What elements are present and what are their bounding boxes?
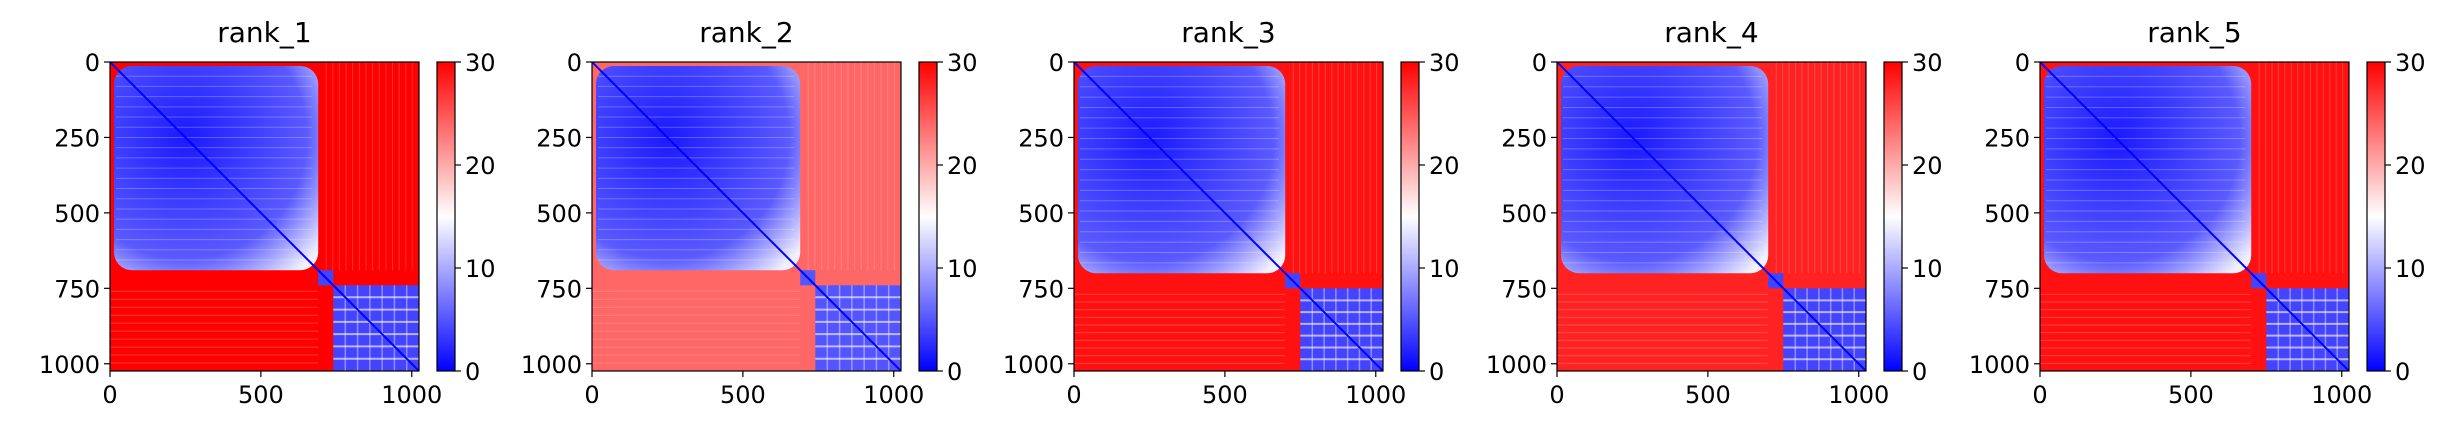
y-tick-label: 250 [1018,124,1064,152]
diagonal [592,62,901,371]
panel-title: rank_1 [217,16,311,49]
colorbar-tick-label: 20 [465,152,496,180]
colorbar-tick-label: 10 [465,255,496,283]
x-tick-label: 0 [102,381,117,409]
y-tick-label: 0 [85,49,100,77]
colorbar-tick-label: 30 [947,49,978,77]
x-tick-label: 0 [1549,381,1564,409]
x-tick-label: 1000 [2311,381,2372,409]
y-tick-label: 750 [536,275,582,303]
colorbar [918,61,938,372]
colorbar [1400,61,1420,372]
y-tick-label: 250 [54,124,100,152]
colorbar-tick-label: 10 [2395,255,2426,283]
diagonal [2040,62,2349,371]
y-tick-label: 250 [536,124,582,152]
y-tick-label: 0 [1532,49,1547,77]
colorbar-tick-label: 20 [1912,152,1943,180]
colorbar-tick-label: 10 [947,255,978,283]
colorbar-tick-label: 10 [1912,255,1943,283]
y-tick-label: 0 [567,49,582,77]
x-tick-label: 1000 [1828,381,1889,409]
y-tick-label: 750 [1984,275,2030,303]
x-tick-label: 0 [584,381,599,409]
x-tick-label: 0 [2032,381,2047,409]
colorbar-tick-label: 0 [1912,358,1927,386]
axes-frame [109,61,420,372]
heatmap-image [592,62,901,371]
colorbar-tick-label: 10 [1429,255,1460,283]
y-tick-label: 500 [536,200,582,228]
colorbar [436,61,456,372]
heatmap-image [1074,62,1383,371]
y-tick-label: 0 [2015,49,2030,77]
axes-frame [591,61,902,372]
colorbar-tick-label: 0 [1429,358,1444,386]
colorbar-tick-label: 30 [2395,49,2426,77]
colorbar-tick-label: 30 [1429,49,1460,77]
y-tick-label: 1000 [1003,351,1064,379]
colorbar-tick-label: 0 [465,358,480,386]
axes-frame [1073,61,1384,372]
y-tick-label: 500 [1501,200,1547,228]
diagonal [1074,62,1383,371]
y-tick-label: 1000 [1486,351,1547,379]
y-tick-label: 750 [1501,275,1547,303]
x-tick-label: 1000 [381,381,442,409]
panel-title: rank_2 [699,16,793,49]
x-tick-label: 500 [2168,381,2214,409]
x-tick-label: 500 [238,381,284,409]
axes-frame [1556,61,1867,372]
panel-title: rank_5 [2147,16,2241,49]
diagonal [110,62,419,371]
y-tick-label: 1000 [521,351,582,379]
heatmap-image [110,62,419,371]
x-tick-label: 500 [720,381,766,409]
x-tick-label: 1000 [1345,381,1406,409]
colorbar-tick-label: 20 [2395,152,2426,180]
colorbar [1883,61,1903,372]
heatmap-image [1557,62,1866,371]
y-tick-label: 1000 [1969,351,2030,379]
colorbar [2366,61,2386,372]
y-tick-label: 250 [1501,124,1547,152]
y-tick-label: 250 [1984,124,2030,152]
heatmap-image [2040,62,2349,371]
y-tick-label: 750 [1018,275,1064,303]
x-tick-label: 0 [1066,381,1081,409]
y-tick-label: 500 [1018,200,1064,228]
x-tick-label: 500 [1685,381,1731,409]
colorbar-tick-label: 20 [1429,152,1460,180]
x-tick-label: 500 [1202,381,1248,409]
y-tick-label: 750 [54,275,100,303]
y-tick-label: 500 [1984,200,2030,228]
colorbar-tick-label: 0 [2395,358,2410,386]
colorbar-tick-label: 20 [947,152,978,180]
colorbar-tick-label: 30 [1912,49,1943,77]
x-tick-label: 1000 [863,381,924,409]
panel-title: rank_4 [1664,16,1758,49]
colorbar-tick-label: 30 [465,49,496,77]
axes-frame [2039,61,2350,372]
y-tick-label: 0 [1049,49,1064,77]
y-tick-label: 1000 [39,351,100,379]
diagonal [1557,62,1866,371]
colorbar-tick-label: 0 [947,358,962,386]
y-tick-label: 500 [54,200,100,228]
panel-title: rank_3 [1181,16,1275,49]
